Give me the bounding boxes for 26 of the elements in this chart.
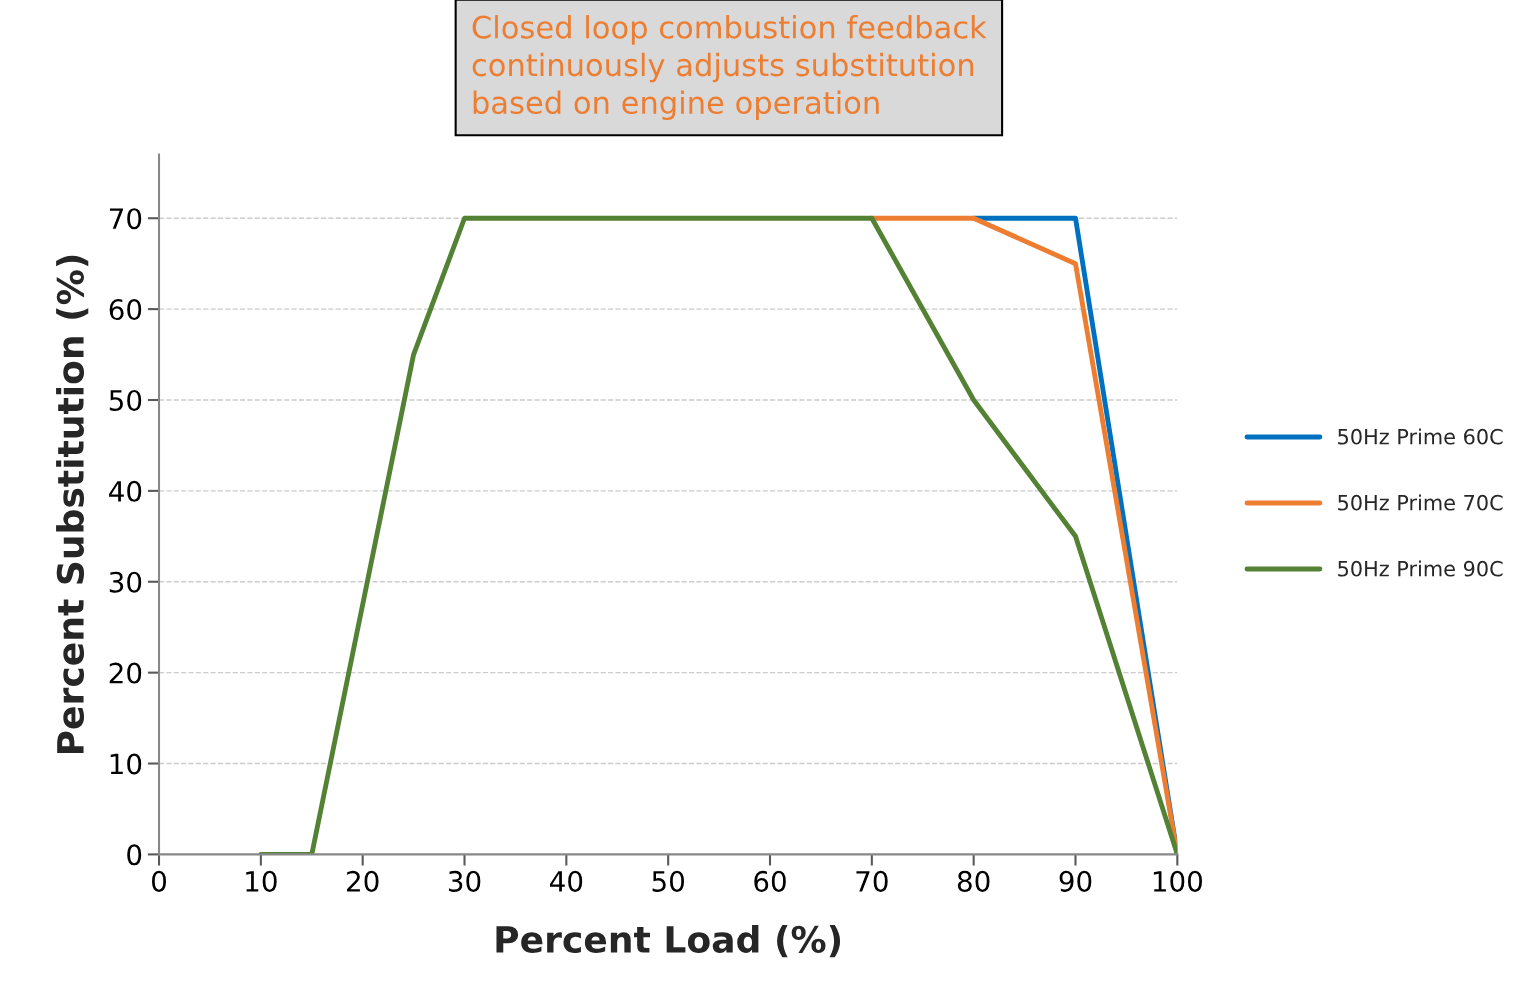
x-tick-label: 50 <box>652 870 684 892</box>
y-tick-label: 50 <box>109 389 142 411</box>
x-tick-label: 60 <box>754 870 786 892</box>
x-tick-label: 0 <box>152 870 167 892</box>
x-tick-label: 90 <box>1059 870 1092 892</box>
x-tick-label: 80 <box>957 870 990 892</box>
y-tick-label: 10 <box>110 753 142 775</box>
y-tick-label: 60 <box>109 299 142 321</box>
y-tick-label: 0 <box>127 844 142 866</box>
line-series <box>258 215 1178 855</box>
legend-label: 50Hz Prime 60C <box>1338 428 1503 445</box>
x-tick-label: 70 <box>856 870 888 892</box>
y-tick-label: 30 <box>109 571 142 593</box>
x-tick-label: 40 <box>550 870 583 892</box>
x-tick-label: 20 <box>347 870 379 892</box>
x-axis-title: Percent Load (%) <box>496 925 841 958</box>
y-tick-label: 20 <box>109 662 142 684</box>
legend-label: 50Hz Prime 70C <box>1338 494 1503 511</box>
x-tick-label: 10 <box>246 870 277 892</box>
legend-label: 50Hz Prime 90C <box>1338 560 1503 577</box>
x-tick-label: 30 <box>448 870 481 892</box>
x-tick-label: 100 <box>1153 870 1202 892</box>
text: Closed loop combustion feedback continuously adjusts substitution based on engine operation <box>472 15 987 121</box>
y-axis-title: Percent Substitution (%) <box>56 255 89 754</box>
y-tick-label: 40 <box>109 480 142 502</box>
y-tick-label: 70 <box>109 208 142 230</box>
